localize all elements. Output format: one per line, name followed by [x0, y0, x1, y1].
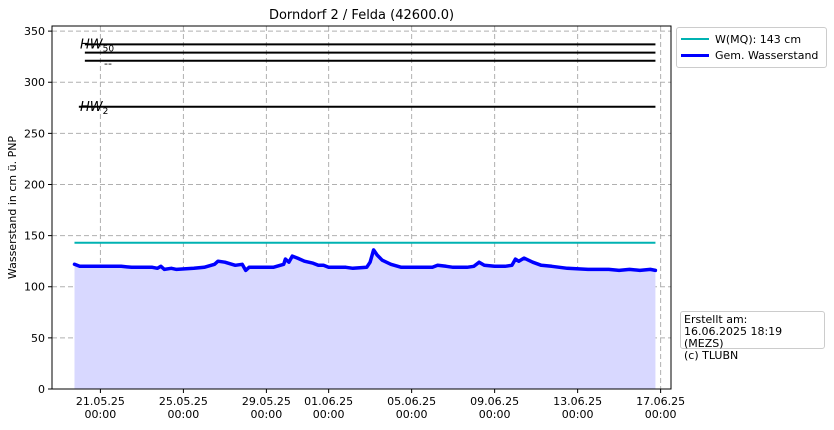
info-line-created: Erstellt am: [684, 313, 748, 326]
legend-label-wasserstand: Gem. Wasserstand [715, 48, 819, 62]
y-tick-label: 0 [38, 383, 45, 396]
water-level-area [74, 249, 656, 389]
reference-line-label: HW50 [80, 37, 114, 54]
x-tick-label-time: 00:00 [645, 408, 677, 421]
y-tick-label: 100 [24, 281, 45, 294]
x-tick-label-time: 00:00 [313, 408, 345, 421]
legend-item-mq: W(MQ): 143 cm [681, 31, 801, 47]
x-tick-label-time: 00:00 [396, 408, 428, 421]
x-tick-label-date: 05.06.25 [387, 395, 436, 408]
x-tick-label-time: 00:00 [85, 408, 117, 421]
y-tick-label: 200 [24, 178, 45, 191]
y-tick-label: 250 [24, 127, 45, 140]
water-level-line [72, 248, 658, 273]
x-tick-label-date: 09.06.25 [470, 395, 519, 408]
y-tick-label: 50 [31, 332, 45, 345]
y-axis-label: Wasserstand in cm ü. PNP [6, 136, 19, 280]
legend: W(MQ): 143 cm Gem. Wasserstand [676, 27, 827, 68]
x-tick-label-date: 29.05.25 [242, 395, 291, 408]
reference-line-label-sub: 50 [103, 44, 115, 54]
info-line-timestamp: 16.06.2025 18:19 (MEZS) [684, 325, 783, 350]
x-tick-label-date: 21.05.25 [76, 395, 125, 408]
reference-line-label-main: HW [80, 37, 104, 52]
plot-frame [51, 25, 672, 390]
x-tick-label-date: 13.06.25 [553, 395, 602, 408]
y-tick-label: 150 [24, 230, 45, 243]
reference-line-label-sub: 2 [103, 107, 109, 117]
chart-title: Dorndorf 2 / Felda (42600.0) [269, 8, 454, 23]
legend-item-wasserstand: Gem. Wasserstand [681, 47, 818, 63]
reference-line-label: HW2 [80, 100, 108, 117]
x-tick-label-time: 00:00 [562, 408, 594, 421]
reference-line-label: -- [104, 57, 112, 70]
info-line-copyright: (c) TLUBN [684, 349, 739, 362]
reference-line-label-main: HW [80, 100, 104, 115]
legend-swatch-wasserstand [681, 53, 709, 57]
legend-label-mq: W(MQ): 143 cm [715, 32, 802, 46]
info-box: Erstellt am: 16.06.2025 18:19 (MEZS) (c)… [680, 311, 825, 362]
x-tick-label-date: 17.06.25 [636, 395, 685, 408]
x-tick-label-time: 00:00 [251, 408, 283, 421]
x-tick-label-date: 25.05.25 [159, 395, 208, 408]
x-tick-label-date: 01.06.25 [304, 395, 353, 408]
x-tick-label-time: 00:00 [168, 408, 200, 421]
reference-line-label-main: -- [104, 57, 112, 70]
x-tick-label-time: 00:00 [479, 408, 511, 421]
y-tick-label: 300 [24, 76, 45, 89]
y-tick-label: 350 [24, 25, 45, 38]
legend-swatch-mq [681, 38, 709, 40]
